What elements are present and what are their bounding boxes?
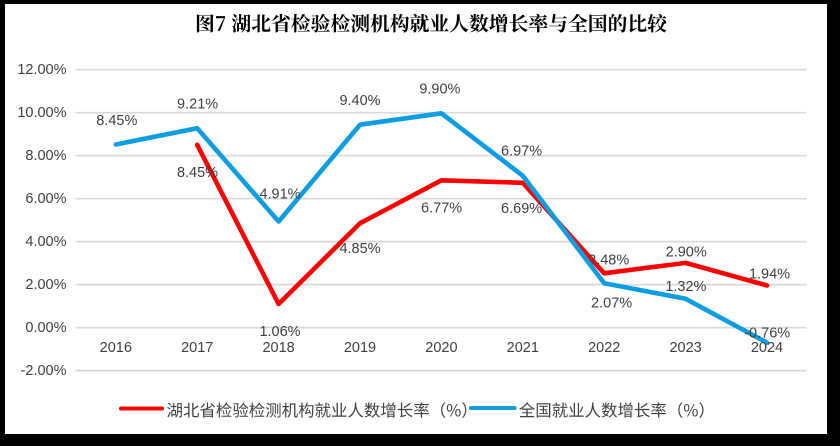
svg-text:9.21%: 9.21% bbox=[177, 97, 218, 113]
svg-text:8.45%: 8.45% bbox=[96, 113, 137, 129]
svg-text:8.45%: 8.45% bbox=[177, 165, 218, 181]
svg-text:2.07%: 2.07% bbox=[591, 296, 632, 312]
svg-text:4.85%: 4.85% bbox=[339, 241, 380, 257]
svg-text:6.97%: 6.97% bbox=[501, 144, 542, 160]
svg-text:0.00%: 0.00% bbox=[25, 320, 66, 336]
svg-text:2021: 2021 bbox=[507, 340, 539, 356]
svg-text:6.00%: 6.00% bbox=[25, 191, 66, 207]
svg-text:12.00%: 12.00% bbox=[17, 62, 66, 78]
svg-text:4.00%: 4.00% bbox=[25, 234, 66, 250]
svg-text:6.69%: 6.69% bbox=[501, 201, 542, 217]
svg-text:1.94%: 1.94% bbox=[749, 267, 790, 283]
svg-text:2018: 2018 bbox=[262, 340, 294, 356]
svg-text:-2.00%: -2.00% bbox=[21, 363, 67, 379]
svg-text:2.90%: 2.90% bbox=[666, 245, 707, 261]
svg-text:2023: 2023 bbox=[669, 340, 701, 356]
svg-text:9.90%: 9.90% bbox=[419, 82, 460, 98]
svg-text:6.77%: 6.77% bbox=[421, 201, 462, 217]
svg-text:1.06%: 1.06% bbox=[259, 324, 300, 340]
svg-text:4.91%: 4.91% bbox=[259, 187, 300, 203]
svg-text:9.40%: 9.40% bbox=[339, 93, 380, 109]
svg-text:1.32%: 1.32% bbox=[665, 279, 706, 295]
svg-text:-0.76%: -0.76% bbox=[744, 325, 790, 341]
svg-text:2022: 2022 bbox=[588, 340, 620, 356]
svg-text:2019: 2019 bbox=[344, 340, 376, 356]
svg-text:2016: 2016 bbox=[100, 340, 132, 356]
svg-text:8.00%: 8.00% bbox=[25, 148, 66, 164]
svg-text:10.00%: 10.00% bbox=[17, 105, 66, 121]
svg-text:2017: 2017 bbox=[181, 340, 213, 356]
svg-text:2.00%: 2.00% bbox=[25, 277, 66, 293]
svg-text:2020: 2020 bbox=[425, 340, 457, 356]
svg-text:2024: 2024 bbox=[751, 340, 783, 356]
svg-text:2.48%: 2.48% bbox=[588, 253, 629, 269]
